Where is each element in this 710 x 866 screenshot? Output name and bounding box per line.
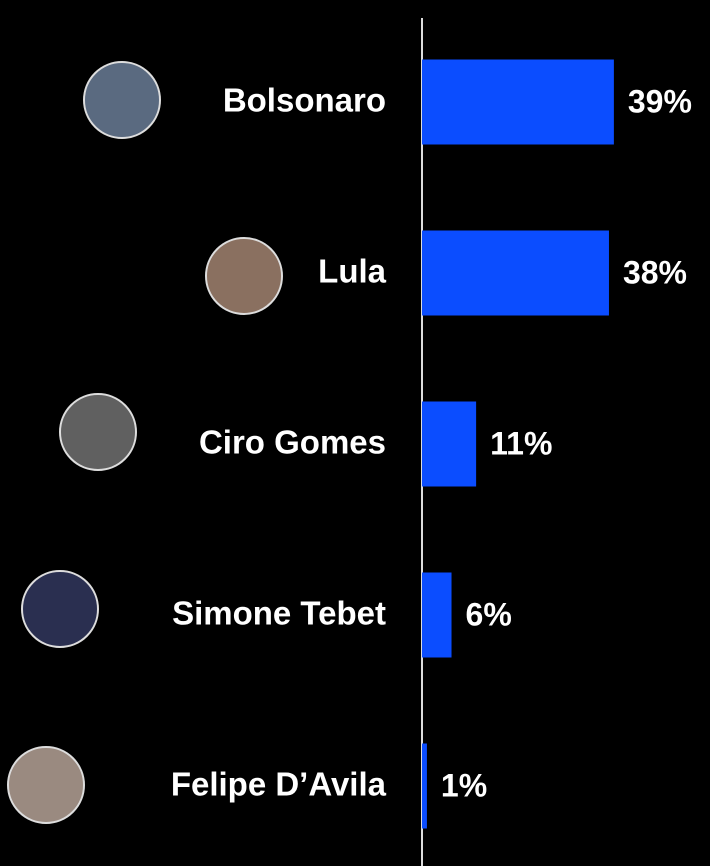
bar — [422, 573, 452, 658]
value-label: 1% — [441, 767, 487, 803]
bar — [422, 744, 427, 829]
avatar — [8, 747, 84, 823]
value-label: 39% — [628, 83, 692, 119]
value-label: 11% — [490, 425, 552, 461]
category-label: Felipe D’Avila — [171, 766, 387, 803]
avatar — [84, 62, 160, 138]
category-label: Bolsonaro — [223, 82, 386, 119]
value-label: 38% — [623, 254, 687, 290]
avatar — [60, 394, 136, 470]
avatar — [22, 571, 98, 647]
bar — [422, 60, 614, 145]
category-label: Ciro Gomes — [199, 424, 386, 461]
bar — [422, 231, 609, 316]
chart: Bolsonaro 39% Lula 38% Ciro Gomes 11% Simone T… — [0, 0, 710, 866]
category-label: Lula — [318, 253, 386, 290]
bar — [422, 402, 476, 487]
avatar — [206, 238, 282, 314]
category-label: Simone Tebet — [172, 595, 386, 632]
value-label: 6% — [466, 596, 512, 632]
page: {"chart_data": {"type": "bar", "orientat… — [0, 0, 710, 866]
